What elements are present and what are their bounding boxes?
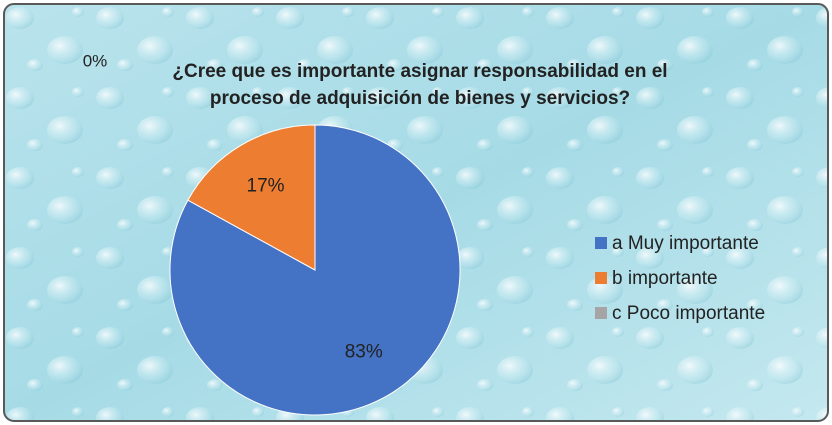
legend: a Muy importante b importante c Poco impor… xyxy=(595,233,765,324)
legend-swatch xyxy=(595,307,607,319)
legend-swatch xyxy=(595,237,607,249)
legend-label: a Muy importante xyxy=(612,233,759,254)
legend-label: b importante xyxy=(612,268,718,289)
pie: 83% 17% 0% xyxy=(83,51,461,416)
data-label: 0% xyxy=(83,51,108,70)
data-label: 17% xyxy=(247,175,285,196)
legend-label: c Poco importante xyxy=(612,303,765,324)
legend-swatch xyxy=(595,272,607,284)
data-label: 83% xyxy=(345,341,383,362)
chart-title: ¿Cree que es importante asignar responsa… xyxy=(172,61,668,109)
pie-slice xyxy=(187,124,316,271)
